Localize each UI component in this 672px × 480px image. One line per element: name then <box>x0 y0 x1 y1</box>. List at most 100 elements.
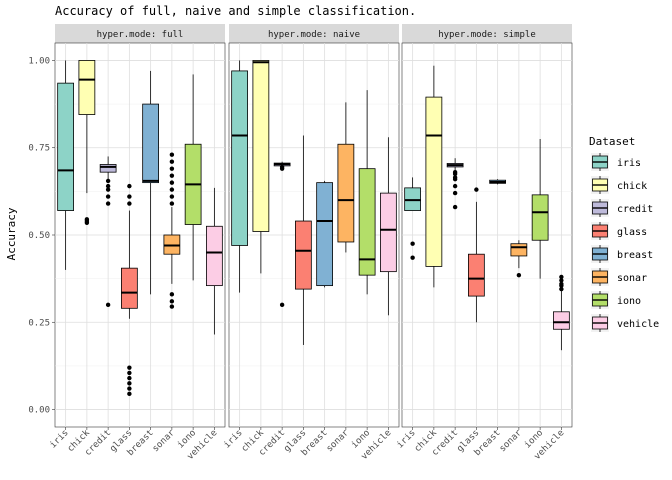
outlier-point <box>84 217 90 222</box>
box-vehicle <box>553 274 570 351</box>
legend-items: iris chick credit glass breast sonar iono vehic… <box>591 153 659 332</box>
outlier-point <box>452 169 458 175</box>
box-iqr <box>78 60 96 115</box>
box-iqr <box>358 168 376 276</box>
box-credit <box>446 158 464 210</box>
outlier-point <box>279 302 285 308</box>
legend: Dataset irischickcreditglassbreastsonari… <box>589 135 659 332</box>
outlier-point <box>127 365 132 370</box>
box-iqr <box>121 267 138 309</box>
outlier-point <box>105 194 111 199</box>
outlier-point <box>127 183 132 189</box>
x-tick-label: sonar <box>498 428 525 455</box>
box-glass <box>468 187 485 323</box>
box-iqr <box>206 225 223 287</box>
legend-label: sonar <box>617 273 647 284</box>
box-iqr <box>380 192 397 273</box>
y-tick-label: 0.00 <box>28 406 50 416</box>
outlier-point <box>516 272 522 278</box>
box-iqr <box>99 164 117 173</box>
box-iris <box>57 60 74 270</box>
outlier-point <box>169 166 175 171</box>
box-iqr <box>231 70 248 246</box>
outlier-point <box>127 391 132 397</box>
box-iqr <box>252 60 270 232</box>
outlier-point <box>169 194 175 199</box>
facet-strip <box>55 24 225 43</box>
box-sonar <box>510 240 528 278</box>
outlier-point <box>127 386 132 391</box>
legend-title: Dataset <box>589 135 635 148</box>
outlier-point <box>452 175 458 180</box>
outlier-point <box>105 302 111 308</box>
outlier-point <box>127 201 132 206</box>
facet-strip-label: hyper.mode: naive <box>268 30 360 40</box>
legend-item-iris: iris <box>591 153 641 171</box>
outlier-point <box>169 180 175 185</box>
outlier-point <box>559 281 564 287</box>
facet-panels: hyper.mode: fullirischickcreditglassbrea… <box>28 24 573 462</box>
box-iono <box>184 74 202 281</box>
legend-item-chick: chick <box>591 176 647 194</box>
outlier-point <box>559 274 564 280</box>
box-iqr <box>468 253 485 297</box>
box-breast <box>316 180 333 288</box>
outlier-point <box>105 183 111 189</box>
box-iqr <box>531 194 549 241</box>
box-iqr <box>425 96 443 267</box>
box-chick <box>425 65 443 288</box>
legend-item-breast: breast <box>591 245 653 263</box>
legend-item-credit: credit <box>591 199 653 217</box>
box-sonar <box>337 102 355 253</box>
legend-item-glass: glass <box>591 222 647 240</box>
outlier-point <box>105 201 111 206</box>
y-tick-label: 0.50 <box>28 231 50 241</box>
legend-label: iris <box>617 158 641 169</box>
outlier-point <box>127 370 132 376</box>
outlier-point <box>127 381 132 386</box>
outlier-point <box>169 201 175 206</box>
box-iqr <box>142 103 159 184</box>
chart-title: Accuracy of full, naive and simple class… <box>55 4 416 18</box>
y-tick-label: 0.75 <box>28 144 50 154</box>
outlier-point <box>169 173 175 178</box>
legend-item-vehicle: vehicle <box>591 314 659 332</box>
x-tick-label: sonar <box>151 428 178 455</box>
x-tick-label: sonar <box>325 428 352 455</box>
box-iqr <box>337 143 355 243</box>
outlier-point <box>127 375 132 381</box>
facet-strip-label: hyper.mode: simple <box>438 30 536 40</box>
box-glass <box>295 135 312 345</box>
outlier-point <box>452 183 458 189</box>
outlier-point <box>410 241 415 246</box>
legend-label: chick <box>617 181 647 192</box>
box-glass <box>121 183 138 397</box>
outlier-point <box>410 255 415 260</box>
facet-panel-2: hyper.mode: naiveirischickcreditglassbre… <box>222 24 400 462</box>
outlier-point <box>169 292 175 297</box>
box-breast <box>142 70 159 295</box>
legend-label: breast <box>617 250 653 261</box>
legend-label: glass <box>617 227 647 238</box>
outlier-point <box>452 204 458 210</box>
box-vehicle <box>206 187 223 335</box>
box-chick <box>78 60 96 225</box>
outlier-point <box>169 159 175 164</box>
outlier-point <box>279 164 285 170</box>
outlier-point <box>169 187 175 192</box>
y-axis: 0.00 0.25 0.50 0.75 1.00 <box>28 56 55 416</box>
box-iono <box>358 90 376 295</box>
outlier-point <box>127 194 132 199</box>
box-iono <box>531 139 549 279</box>
facet-panel-1: hyper.mode: fullirischickcreditglassbrea… <box>48 24 226 462</box>
legend-label: vehicle <box>617 319 659 330</box>
box-iqr <box>553 311 570 330</box>
outlier-point <box>559 278 564 283</box>
outlier-point <box>105 178 111 184</box>
outlier-point <box>474 187 479 192</box>
box-breast <box>489 179 506 185</box>
box-sonar <box>163 152 181 309</box>
facet-strip <box>229 24 399 43</box>
legend-item-iono: iono <box>591 291 641 309</box>
